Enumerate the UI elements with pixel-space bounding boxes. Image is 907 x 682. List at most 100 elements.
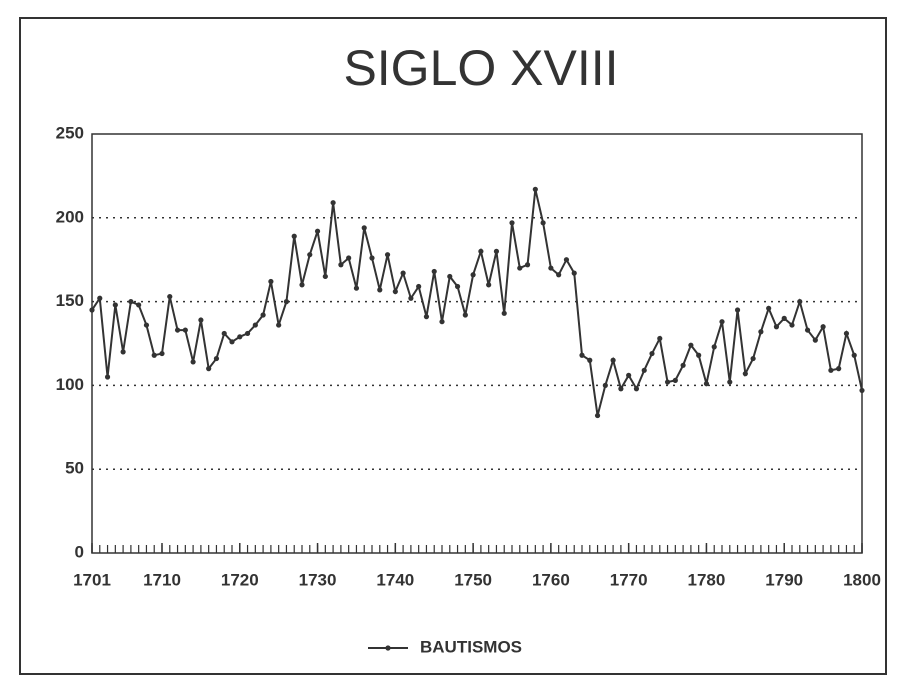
- data-point: [299, 282, 305, 288]
- x-tick-label: 1790: [765, 570, 803, 589]
- data-point: [509, 220, 515, 226]
- data-point: [649, 350, 655, 357]
- data-point: [213, 355, 220, 362]
- data-point: [283, 299, 290, 305]
- data-point: [703, 381, 710, 387]
- data-point: [532, 186, 538, 192]
- data-point: [820, 324, 826, 330]
- y-tick-label: 200: [56, 207, 84, 226]
- data-point: [174, 327, 181, 333]
- data-point: [431, 268, 437, 275]
- data-point: [454, 283, 461, 290]
- data-point: [159, 350, 165, 357]
- x-tick-label: 1740: [376, 570, 414, 589]
- data-point: [843, 330, 850, 337]
- x-tick-label: 1770: [610, 570, 648, 589]
- x-tick-label: 1800: [843, 570, 881, 589]
- data-point: [571, 270, 577, 276]
- data-point: [672, 377, 678, 383]
- data-point: [198, 317, 204, 323]
- data-point: [836, 366, 842, 372]
- data-point: [486, 282, 492, 288]
- data-point: [804, 327, 811, 333]
- y-tick-label: 100: [56, 375, 84, 394]
- data-point: [182, 327, 188, 333]
- data-point: [524, 262, 531, 268]
- data-point: [750, 355, 756, 362]
- data-point: [416, 283, 422, 290]
- data-point: [322, 273, 328, 280]
- x-tick-label: 1780: [688, 570, 726, 589]
- y-tick-label: 0: [75, 542, 84, 561]
- data-point: [610, 357, 616, 363]
- data-point: [633, 386, 640, 392]
- chart-title: SIGLO XVIII: [343, 40, 618, 96]
- data-point: [478, 248, 484, 254]
- data-point: [190, 359, 196, 365]
- x-tick-label: 1720: [221, 570, 259, 589]
- data-point: [773, 324, 780, 330]
- data-point: [470, 272, 476, 278]
- y-tick-label: 50: [65, 459, 84, 478]
- data-point: [766, 305, 772, 311]
- y-tick-label: 150: [56, 291, 84, 310]
- data-point: [384, 252, 391, 258]
- x-tick-label: 1750: [454, 570, 492, 589]
- data-point: [556, 272, 562, 278]
- data-point: [423, 314, 430, 320]
- data-point: [711, 344, 717, 350]
- data-point: [167, 293, 173, 300]
- plot-area: [91, 133, 863, 554]
- data-point: [797, 299, 803, 305]
- data-point: [307, 252, 313, 258]
- data-point: [151, 352, 157, 358]
- data-point: [618, 386, 624, 392]
- data-point: [112, 302, 118, 308]
- data-point: [120, 349, 126, 355]
- x-tick-label: 1710: [143, 570, 181, 589]
- data-point: [338, 262, 344, 268]
- data-point: [540, 220, 546, 226]
- legend-marker: [385, 645, 391, 651]
- data-point: [104, 374, 111, 380]
- data-point: [314, 228, 321, 234]
- y-tick-label: 250: [56, 123, 84, 142]
- data-point: [97, 295, 103, 301]
- data-point: [136, 302, 142, 308]
- data-point: [727, 379, 733, 385]
- data-point: [501, 310, 507, 316]
- data-point: [143, 322, 150, 328]
- data-point: [579, 352, 585, 358]
- data-point: [828, 367, 834, 373]
- data-point: [89, 307, 95, 313]
- data-point: [268, 278, 274, 285]
- data-point: [812, 337, 818, 343]
- data-point: [237, 334, 243, 340]
- data-point: [719, 319, 725, 325]
- data-point: [696, 352, 702, 358]
- legend-label: BAUTISMOS: [420, 637, 522, 656]
- data-point: [392, 288, 398, 295]
- data-point: [563, 257, 570, 263]
- x-tick-label: 1701: [73, 570, 111, 589]
- data-point: [229, 339, 235, 345]
- data-point: [462, 312, 468, 318]
- data-point: [680, 362, 686, 368]
- data-point: [346, 255, 352, 261]
- data-point: [742, 371, 748, 377]
- data-point: [439, 319, 445, 325]
- data-point: [400, 270, 406, 276]
- data-point: [260, 312, 266, 318]
- data-point: [626, 372, 632, 378]
- data-point: [688, 342, 694, 348]
- data-point: [252, 322, 258, 328]
- data-point: [408, 295, 414, 301]
- x-tick-label: 1730: [299, 570, 337, 589]
- data-point: [851, 352, 857, 358]
- data-point: [128, 299, 134, 305]
- data-point: [859, 387, 865, 394]
- series-line: [91, 189, 863, 416]
- data-point: [221, 330, 227, 337]
- data-point: [664, 379, 671, 385]
